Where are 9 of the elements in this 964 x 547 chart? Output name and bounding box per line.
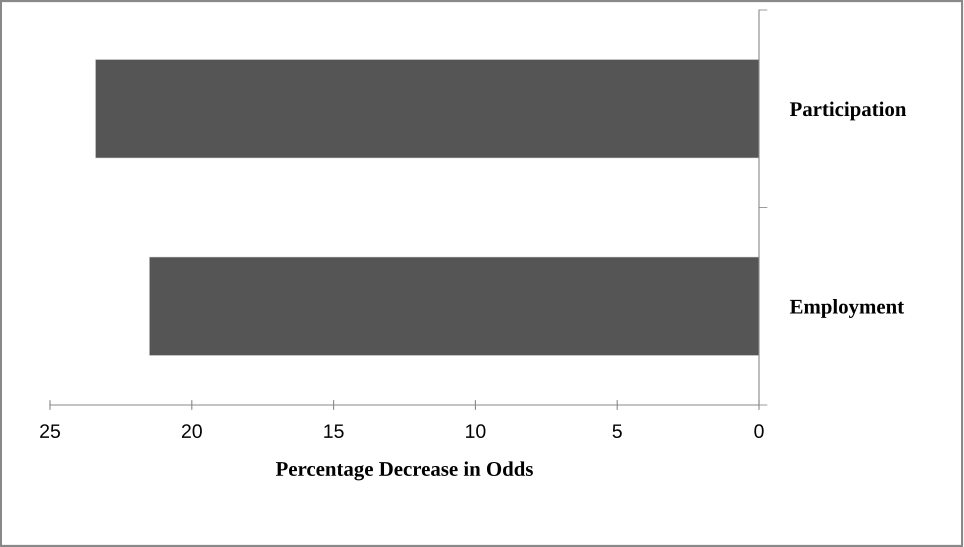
x-axis-title: Percentage Decrease in Odds [276, 461, 533, 480]
x-tick-label: 0 [754, 424, 764, 438]
x-tick-label: 5 [612, 424, 622, 438]
x-tick-label: 20 [182, 424, 202, 438]
y-tick-label: Employment [790, 299, 904, 318]
x-tick-label: 15 [324, 424, 344, 438]
x-tick-label: 10 [466, 424, 486, 438]
x-tick-label: 25 [40, 424, 60, 438]
y-tick-label: Participation [790, 102, 906, 120]
